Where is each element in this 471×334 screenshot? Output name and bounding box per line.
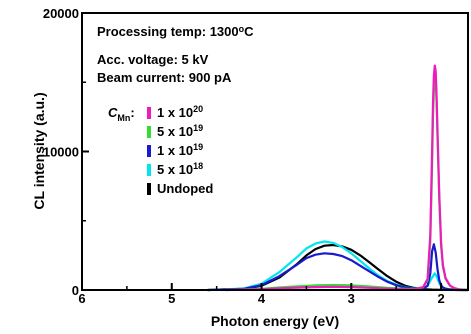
legend-swatch [147, 164, 151, 176]
x-tick-label: 3 [348, 291, 355, 306]
legend-swatch [147, 183, 151, 195]
legend-label: 5 x 1019 [157, 123, 203, 139]
series-line-4 [225, 64, 469, 292]
legend-swatch [147, 145, 151, 157]
y-axis-ticks: 0 10000 20000 [43, 6, 89, 298]
x-tick-label: 6 [78, 291, 85, 306]
y-axis-label: CL intensity (a.u.) [31, 92, 47, 209]
x-tick-label: 5 [168, 291, 175, 306]
legend-label: Undoped [157, 181, 213, 196]
x-axis-ticks: 6 5 4 3 2 [78, 283, 445, 306]
annotation-beam-current: Beam current: 900 pA [97, 70, 232, 85]
y-tick-label: 20000 [43, 6, 79, 21]
annotation-processing-temp: Processing temp: 1300oC [97, 24, 254, 39]
series-layer [207, 64, 469, 292]
y-tick-label: 0 [72, 283, 79, 298]
y-tick-label: 10000 [43, 145, 79, 160]
legend-swatch [147, 107, 151, 119]
legend-label: 1 x 1020 [157, 104, 203, 120]
legend-label: 5 x 1018 [157, 161, 203, 177]
legend-label: 1 x 1019 [157, 142, 203, 158]
x-tick-label: 4 [258, 291, 266, 306]
x-axis-label: Photon energy (eV) [211, 313, 339, 329]
annotation-acc-voltage: Acc. voltage: 5 kV [97, 52, 209, 67]
x-tick-label: 2 [437, 291, 444, 306]
legend-swatch [147, 126, 151, 138]
legend-title: CMn: [108, 105, 135, 123]
legend: 1 x 1020 5 x 1019 1 x 1019 5 x 1018 Undoped [147, 104, 213, 196]
